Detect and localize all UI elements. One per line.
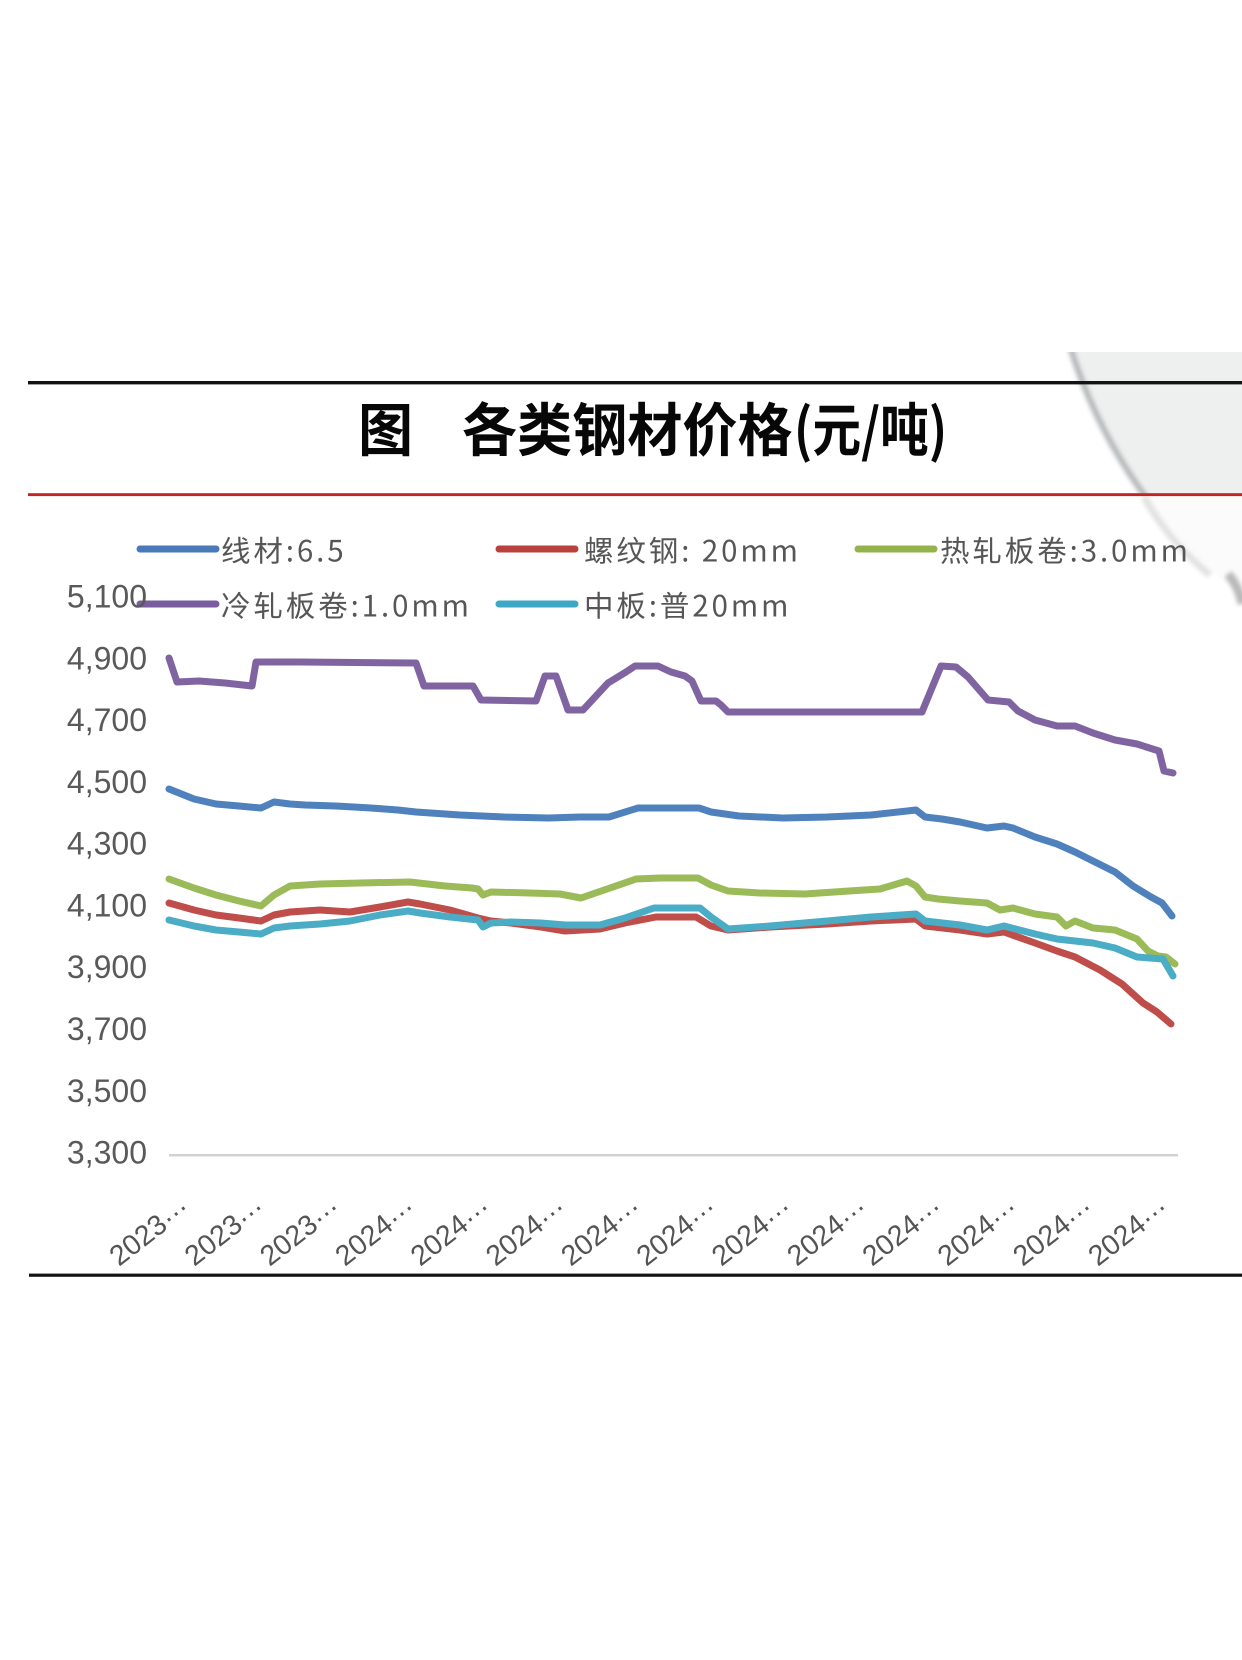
svg-text:4,100: 4,100 <box>67 888 147 924</box>
svg-text:2024…: 2024… <box>778 1187 873 1273</box>
svg-text:3,900: 3,900 <box>67 949 147 985</box>
svg-text:4,500: 4,500 <box>67 764 147 800</box>
svg-text:2024…: 2024… <box>402 1187 497 1273</box>
svg-text:2023…: 2023… <box>176 1187 271 1273</box>
svg-text:2023…: 2023… <box>101 1187 196 1273</box>
svg-text:2023…: 2023… <box>251 1187 346 1273</box>
svg-text:3,700: 3,700 <box>67 1011 147 1047</box>
svg-text:4,700: 4,700 <box>67 702 147 738</box>
svg-text:2024…: 2024… <box>854 1187 949 1273</box>
svg-text:2024…: 2024… <box>1079 1187 1174 1273</box>
svg-text:4,300: 4,300 <box>67 826 147 862</box>
svg-text:2024…: 2024… <box>628 1187 723 1273</box>
svg-text:2024…: 2024… <box>326 1187 421 1273</box>
svg-text:2024…: 2024… <box>477 1187 572 1273</box>
svg-text:2024…: 2024… <box>703 1187 798 1273</box>
svg-text:2024…: 2024… <box>1004 1187 1099 1273</box>
svg-text:3,500: 3,500 <box>67 1073 147 1109</box>
svg-text:4,900: 4,900 <box>67 640 147 676</box>
svg-text:3,300: 3,300 <box>67 1135 147 1171</box>
svg-text:5,100: 5,100 <box>67 579 147 615</box>
svg-text:2024…: 2024… <box>552 1187 647 1273</box>
svg-text:2024…: 2024… <box>929 1187 1024 1273</box>
